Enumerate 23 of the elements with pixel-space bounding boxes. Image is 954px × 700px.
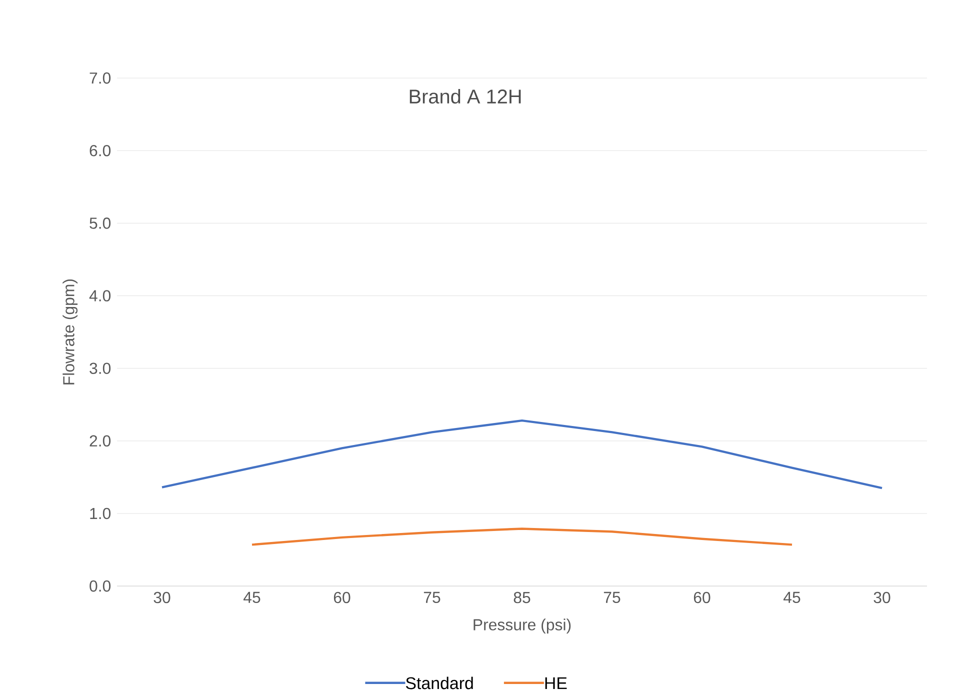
legend-label: Standard	[406, 676, 473, 690]
x-tick-label: 30	[154, 592, 170, 604]
x-tick-label: 30	[874, 592, 890, 604]
y-tick-label: 2.0	[90, 435, 111, 447]
x-tick-label: 75	[604, 592, 620, 604]
x-tick-label: 85	[514, 592, 530, 604]
chart-title: Brand A 12H	[410, 88, 521, 104]
y-tick-label: 4.0	[89, 290, 111, 302]
y-tick-label: 6.0	[90, 144, 111, 156]
y-axis-title: Flowrate (gpm)	[62, 279, 78, 384]
x-tick-label: 60	[694, 592, 710, 604]
y-tick-label: 7.0	[90, 72, 111, 84]
legend-label: HE	[545, 677, 567, 690]
x-tick-label: 60	[334, 592, 350, 604]
x-tick-label: 45	[244, 592, 260, 604]
y-tick-label: 1.0	[90, 508, 111, 520]
y-tick-label: 0.0	[90, 580, 111, 592]
x-tick-label: 45	[784, 592, 800, 604]
y-tick-label: 5.0	[90, 218, 111, 229]
x-tick-label: 75	[424, 592, 440, 604]
line-series	[250, 528, 794, 546]
x-axis-title: Pressure (psi)	[474, 618, 571, 634]
y-tick-label: 3.0	[90, 362, 111, 374]
